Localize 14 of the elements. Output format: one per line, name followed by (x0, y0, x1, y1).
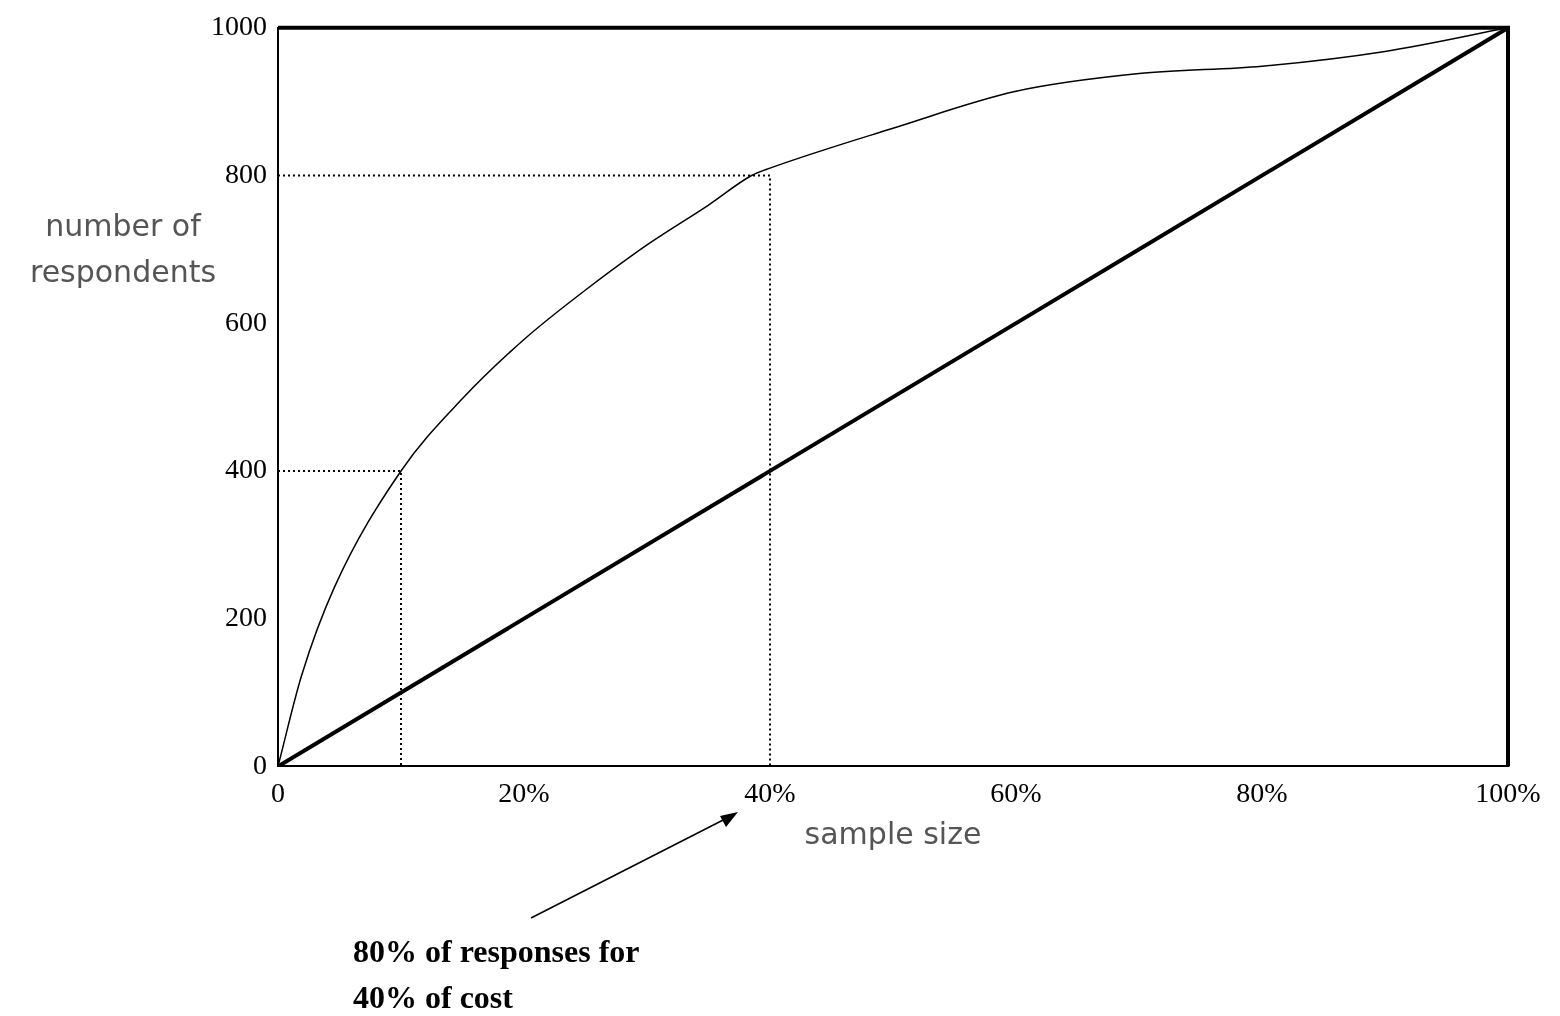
y-tick-label: 200 (225, 601, 267, 633)
x-tick-label: 20% (498, 776, 550, 808)
y-tick-label: 0 (253, 748, 267, 780)
y-tick-label: 1000 (211, 10, 267, 42)
y-tick-label: 800 (225, 157, 267, 189)
x-tick-label: 60% (990, 776, 1042, 808)
y-tick-label: 400 (225, 453, 267, 485)
x-tick-label: 100% (1475, 776, 1541, 808)
y-axis-title: number of respondents (28, 207, 218, 291)
x-tick-label: 40% (744, 776, 796, 808)
y-tick-label: 600 (225, 305, 267, 337)
x-axis-title: sample size (804, 815, 982, 851)
x-tick-label: 80% (1236, 776, 1288, 808)
text: 80% of responses for 40% of cost (353, 932, 640, 1016)
